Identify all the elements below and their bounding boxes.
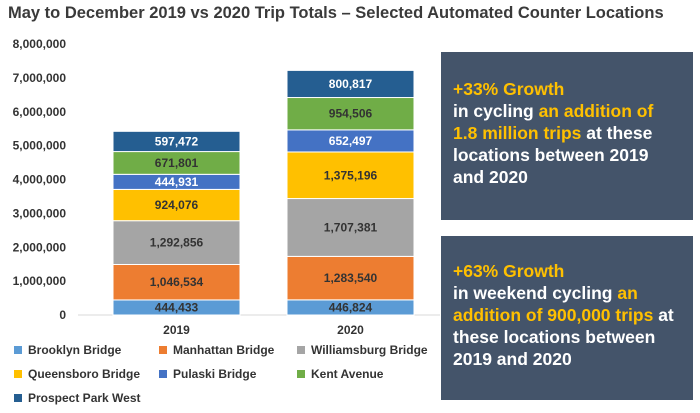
legend-item: Prospect Park West xyxy=(14,391,141,405)
legend-swatch xyxy=(159,370,167,378)
data-label: 446,824 xyxy=(329,300,373,314)
callout-text: in weekend cycling an addition of 900,00… xyxy=(453,282,681,370)
y-tick-label: 4,000,000 xyxy=(13,173,67,187)
data-label: 1,283,540 xyxy=(324,271,378,285)
callout-box-weekend-growth: +63% Growth in weekend cycling an additi… xyxy=(441,236,693,400)
x-tick-label: 2020 xyxy=(337,323,364,337)
y-tick-label: 3,000,000 xyxy=(13,206,67,220)
callout-box-cycling-growth: +33% Growth in cycling an addition of 1.… xyxy=(441,52,693,220)
bar-segment xyxy=(286,69,415,99)
legend-swatch xyxy=(14,370,22,378)
legend-label: Manhattan Bridge xyxy=(173,343,275,357)
data-label: 444,433 xyxy=(155,300,199,314)
data-label: 597,472 xyxy=(155,134,199,148)
callout-highlight: an addition of 900,000 trips xyxy=(453,283,654,325)
legend-item: Queensboro Bridge xyxy=(14,367,140,381)
x-tick-label: 2019 xyxy=(163,323,190,337)
data-label: 444,931 xyxy=(155,175,199,189)
legend-swatch xyxy=(159,346,167,354)
legend-label: Brooklyn Bridge xyxy=(28,343,122,357)
legend-label: Prospect Park West xyxy=(28,391,141,405)
legend-item: Pulaski Bridge xyxy=(159,367,256,381)
bar-segment xyxy=(112,130,241,153)
data-label: 1,707,381 xyxy=(324,220,378,234)
data-label: 1,292,856 xyxy=(150,236,204,250)
callout-headline: +33% Growth xyxy=(453,79,565,99)
stacked-bar-chart: 0 1,000,000 2,000,000 3,000,000 4,000,000 5,0… xyxy=(13,37,440,337)
legend-swatch xyxy=(14,394,22,402)
callout-text-before: in weekend cycling xyxy=(453,283,618,303)
y-tick-label: 6,000,000 xyxy=(13,105,67,119)
bar-segment xyxy=(286,255,415,301)
legend-item: Williamsburg Bridge xyxy=(297,343,428,357)
data-label: 1,046,534 xyxy=(150,275,204,289)
y-tick-label: 2,000,000 xyxy=(13,240,67,254)
y-tick-label: 8,000,000 xyxy=(13,37,67,51)
data-label: 954,506 xyxy=(329,107,373,121)
legend-swatch xyxy=(14,346,22,354)
bar-segment xyxy=(286,151,415,200)
chart-title: May to December 2019 vs 2020 Trip Totals… xyxy=(8,4,664,22)
legend-item: Brooklyn Bridge xyxy=(14,343,121,357)
legend-label: Pulaski Bridge xyxy=(173,367,257,381)
y-tick-label: 1,000,000 xyxy=(13,274,67,288)
bar-segment xyxy=(112,263,241,301)
legend-swatch xyxy=(297,370,305,378)
callout-headline: +63% Growth xyxy=(453,261,565,281)
y-tick-label: 0 xyxy=(59,308,66,322)
data-label: 671,801 xyxy=(155,156,199,170)
data-label: 652,497 xyxy=(329,134,373,148)
y-tick-label: 5,000,000 xyxy=(13,139,67,153)
callout-text-after: at these locations between 2019 and 2020 xyxy=(453,305,674,369)
legend-swatch xyxy=(297,346,305,354)
legend-item: Kent Avenue xyxy=(297,367,383,381)
callout-text: in cycling an addition of 1.8 million tr… xyxy=(453,100,681,188)
y-tick-label: 7,000,000 xyxy=(13,71,67,85)
legend-label: Kent Avenue xyxy=(311,367,384,381)
legend-label: Queensboro Bridge xyxy=(28,367,141,381)
callout-highlight: an addition of 1.8 million trips xyxy=(453,101,654,143)
data-label: 924,076 xyxy=(155,198,199,212)
legend-label: Williamsburg Bridge xyxy=(311,343,428,357)
callout-text-before: in cycling xyxy=(453,101,539,121)
callout-text-after: at these locations between 2019 and 2020 xyxy=(453,123,653,187)
bar-segment xyxy=(112,188,241,222)
legend-item: Manhattan Bridge xyxy=(159,343,274,357)
data-label: 800,817 xyxy=(329,77,373,91)
data-label: 1,375,196 xyxy=(324,168,378,182)
